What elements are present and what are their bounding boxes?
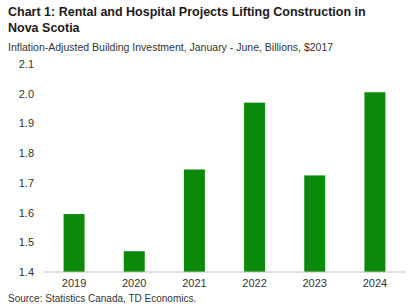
title: Chart 1: Rental and Hospital Projects Li…	[8, 5, 366, 35]
y-tick-label: 1.7	[19, 177, 34, 189]
y-tick	[41, 182, 44, 183]
y-tick	[41, 242, 44, 243]
x-tick-label: 2021	[182, 277, 206, 289]
x-tick-label: 2020	[122, 277, 146, 289]
subtitle: Inflation-Adjusted Building Investment, …	[8, 41, 333, 53]
y-tick	[41, 123, 44, 124]
y-tick-label: 1.9	[19, 117, 34, 129]
x-tick-label: 2022	[242, 277, 266, 289]
y-tick-label: 1.5	[19, 236, 34, 248]
y-tick-label: 1.8	[19, 147, 34, 159]
x-tick-label: 2019	[62, 277, 86, 289]
source: Source: Statistics Canada, TD Economics.	[8, 293, 196, 304]
bar	[364, 92, 385, 272]
y-tick-label: 2.1	[19, 58, 34, 70]
y-tick	[41, 272, 44, 273]
title-line: Nova Scotia	[8, 21, 81, 35]
y-tick-label: 1.6	[19, 207, 34, 219]
bars	[64, 92, 386, 272]
y-tick-label: 1.4	[19, 266, 34, 278]
bar	[184, 169, 205, 272]
bar	[64, 214, 85, 272]
title-line: Chart 1: Rental and Hospital Projects Li…	[8, 5, 366, 19]
chart: Chart 1: Rental and Hospital Projects Li…	[0, 0, 413, 308]
bar	[244, 103, 265, 272]
x-tick-label: 2024	[363, 277, 387, 289]
y-tick-label: 2.0	[19, 88, 34, 100]
y-tick	[41, 93, 44, 94]
y-tick	[41, 64, 44, 65]
bar	[124, 251, 145, 272]
y-tick	[41, 153, 44, 154]
x-tick-label: 2023	[303, 277, 327, 289]
x-axis	[44, 272, 405, 273]
y-tick	[41, 212, 44, 213]
bar	[304, 175, 325, 272]
